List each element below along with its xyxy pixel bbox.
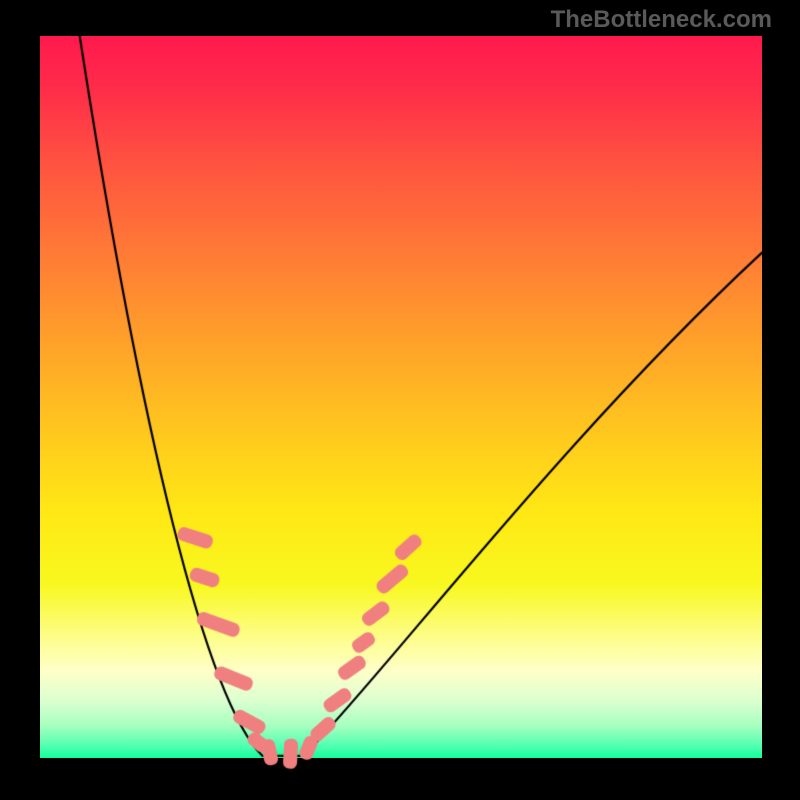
- curve-layer: [0, 0, 800, 800]
- watermark-label: TheBottleneck.com: [551, 6, 772, 34]
- chart-root: TheBottleneck.com: [0, 0, 800, 800]
